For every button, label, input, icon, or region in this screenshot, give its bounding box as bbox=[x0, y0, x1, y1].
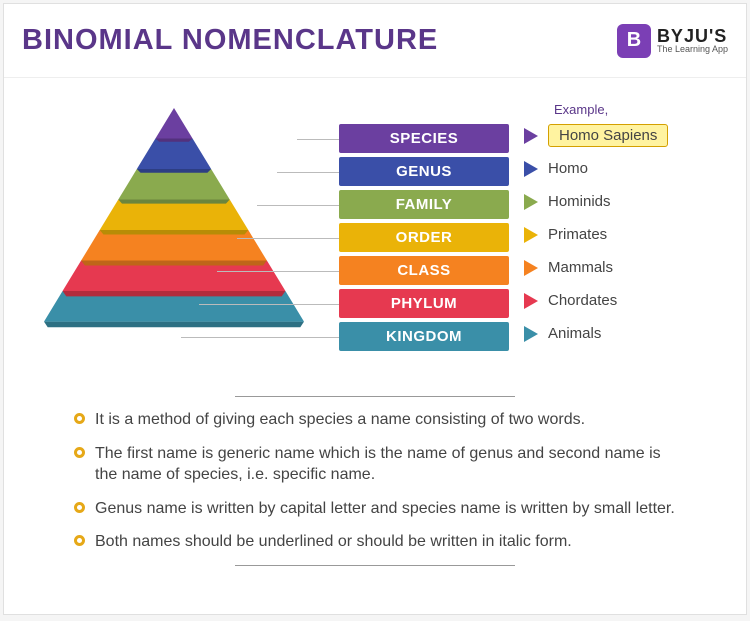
example-text: Primates bbox=[548, 226, 607, 243]
connector-line bbox=[181, 337, 339, 338]
rank-label-order: ORDER bbox=[339, 223, 509, 252]
bullet-ring-icon bbox=[74, 447, 85, 458]
bullet-item: Genus name is written by capital letter … bbox=[74, 498, 676, 520]
example-text: Homo bbox=[548, 160, 588, 177]
bullet-ring-icon bbox=[74, 535, 85, 546]
example-row-kingdom: Animals bbox=[524, 319, 724, 348]
example-row-family: Hominids bbox=[524, 187, 724, 216]
example-rows: Homo Sapiens Homo Hominids Primates Mammals C… bbox=[524, 121, 724, 348]
bullet-item: Both names should be underlined or shoul… bbox=[74, 531, 676, 553]
example-row-class: Mammals bbox=[524, 253, 724, 282]
connector-line bbox=[217, 271, 339, 272]
connector-line bbox=[297, 139, 339, 140]
logo-main: BYJU'S bbox=[657, 27, 728, 45]
logo-mark-icon: B bbox=[617, 24, 651, 58]
header: BINOMIAL NOMENCLATURE B BYJU'S The Learn… bbox=[4, 4, 746, 78]
rank-label-family: FAMILY bbox=[339, 190, 509, 219]
example-text: Hominids bbox=[548, 193, 611, 210]
example-text: Homo Sapiens bbox=[548, 124, 668, 147]
example-row-species: Homo Sapiens bbox=[524, 121, 724, 150]
bullet-text: Both names should be underlined or shoul… bbox=[95, 531, 572, 553]
rank-label-class: CLASS bbox=[339, 256, 509, 285]
rank-label-kingdom: KINGDOM bbox=[339, 322, 509, 351]
arrow-icon bbox=[524, 326, 538, 342]
example-row-genus: Homo bbox=[524, 154, 724, 183]
bullet-item: The first name is generic name which is … bbox=[74, 443, 676, 486]
rank-label-phylum: PHYLUM bbox=[339, 289, 509, 318]
arrow-icon bbox=[524, 260, 538, 276]
brand-logo: B BYJU'S The Learning App bbox=[617, 24, 728, 58]
bullet-ring-icon bbox=[74, 502, 85, 513]
logo-sub: The Learning App bbox=[657, 45, 728, 54]
arrow-icon bbox=[524, 161, 538, 177]
connector-line bbox=[237, 238, 339, 239]
infographic-container: BINOMIAL NOMENCLATURE B BYJU'S The Learn… bbox=[3, 3, 747, 615]
page-title: BINOMIAL NOMENCLATURE bbox=[22, 24, 438, 57]
arrow-icon bbox=[524, 293, 538, 309]
divider-top bbox=[235, 396, 515, 397]
logo-text: BYJU'S The Learning App bbox=[657, 27, 728, 54]
arrow-icon bbox=[524, 227, 538, 243]
example-row-phylum: Chordates bbox=[524, 286, 724, 315]
bullet-text: Genus name is written by capital letter … bbox=[95, 498, 675, 520]
rank-labels-column: SPECIES GENUS FAMILY ORDER CLASS PHYLUM KINGDO… bbox=[339, 124, 509, 355]
arrow-icon bbox=[524, 194, 538, 210]
bullet-text: It is a method of giving each species a … bbox=[95, 409, 585, 431]
example-text: Mammals bbox=[548, 259, 613, 276]
bullet-item: It is a method of giving each species a … bbox=[74, 409, 676, 431]
bullet-text: The first name is generic name which is … bbox=[95, 443, 676, 486]
arrow-icon bbox=[524, 128, 538, 144]
example-row-order: Primates bbox=[524, 220, 724, 249]
example-text: Chordates bbox=[548, 292, 617, 309]
bullet-ring-icon bbox=[74, 413, 85, 424]
divider-bottom bbox=[235, 565, 515, 566]
rank-label-species: SPECIES bbox=[339, 124, 509, 153]
connector-line bbox=[257, 205, 339, 206]
connector-line bbox=[277, 172, 339, 173]
diagram-area: SPECIES GENUS FAMILY ORDER CLASS PHYLUM KINGDO… bbox=[4, 78, 746, 388]
bullet-list: It is a method of giving each species a … bbox=[4, 405, 746, 553]
example-column: Example, Homo Sapiens Homo Hominids Primate… bbox=[524, 102, 724, 352]
example-header: Example, bbox=[554, 102, 724, 117]
example-text: Animals bbox=[548, 325, 601, 342]
connector-line bbox=[199, 304, 339, 305]
rank-label-genus: GENUS bbox=[339, 157, 509, 186]
